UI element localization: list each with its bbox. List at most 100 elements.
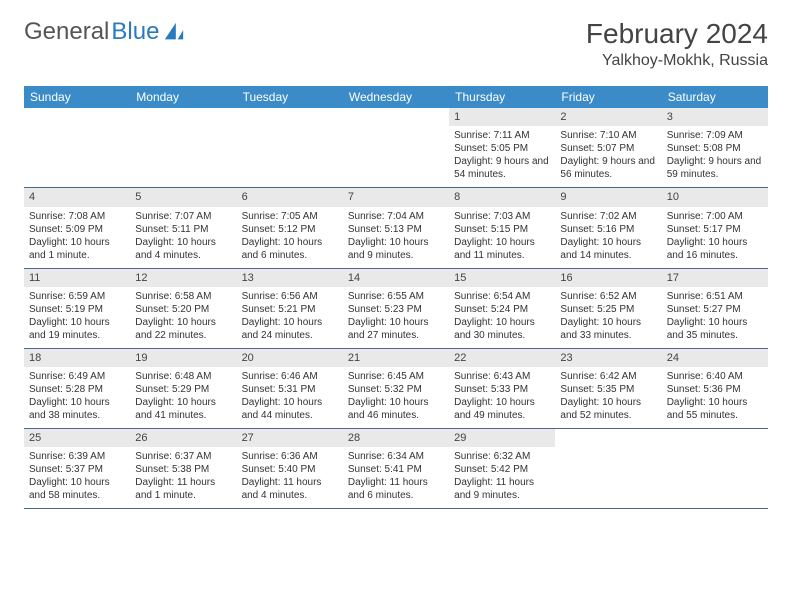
sunrise-text: Sunrise: 6:52 AM: [560, 290, 656, 303]
sunset-text: Sunset: 5:16 PM: [560, 223, 656, 236]
day-cell: 23Sunrise: 6:42 AMSunset: 5:35 PMDayligh…: [555, 349, 661, 428]
day-cell: 4Sunrise: 7:08 AMSunset: 5:09 PMDaylight…: [24, 188, 130, 267]
day-cell: 24Sunrise: 6:40 AMSunset: 5:36 PMDayligh…: [662, 349, 768, 428]
daylight-text: Daylight: 10 hours and 4 minutes.: [135, 236, 231, 262]
sunset-text: Sunset: 5:15 PM: [454, 223, 550, 236]
week-row: 11Sunrise: 6:59 AMSunset: 5:19 PMDayligh…: [24, 269, 768, 349]
day-number: 27: [237, 429, 343, 447]
sunrise-text: Sunrise: 6:43 AM: [454, 370, 550, 383]
daylight-text: Daylight: 11 hours and 6 minutes.: [348, 476, 444, 502]
sunrise-text: Sunrise: 7:08 AM: [29, 210, 125, 223]
day-number: 10: [662, 188, 768, 206]
day-cell: 1 Sunrise: 7:11 AMSunset: 5:05 PMDaylight…: [449, 108, 555, 187]
daylight-text: Daylight: 9 hours and 54 minutes.: [454, 155, 550, 181]
sunset-text: Sunset: 5:20 PM: [135, 303, 231, 316]
sunrise-text: Sunrise: 7:10 AM: [560, 129, 656, 142]
day-number: 28: [343, 429, 449, 447]
sunset-text: Sunset: 5:27 PM: [667, 303, 763, 316]
week-row: 25Sunrise: 6:39 AMSunset: 5:37 PMDayligh…: [24, 429, 768, 509]
logo-sail-icon: [163, 21, 185, 43]
day-header-cell: Thursday: [449, 86, 555, 108]
day-number: 16: [555, 269, 661, 287]
sunset-text: Sunset: 5:05 PM: [454, 142, 550, 155]
day-cell: 12Sunrise: 6:58 AMSunset: 5:20 PMDayligh…: [130, 269, 236, 348]
day-number: 18: [24, 349, 130, 367]
day-cell: 2Sunrise: 7:10 AMSunset: 5:07 PMDaylight…: [555, 108, 661, 187]
sunrise-text: Sunrise: 6:48 AM: [135, 370, 231, 383]
day-cell: 5 Sunrise: 7:07 AMSunset: 5:11 PMDaylight…: [130, 188, 236, 267]
sunrise-text: Sunrise: 7:03 AM: [454, 210, 550, 223]
sunrise-text: Sunrise: 6:54 AM: [454, 290, 550, 303]
day-cell: 29Sunrise: 6:32 AMSunset: 5:42 PMDayligh…: [449, 429, 555, 508]
sunrise-text: Sunrise: 7:11 AM: [454, 129, 550, 142]
daylight-text: Daylight: 10 hours and 58 minutes.: [29, 476, 125, 502]
day-number: 2: [555, 108, 661, 126]
title-block: February 2024 Yalkhoy-Mokhk, Russia: [586, 18, 768, 70]
daylight-text: Daylight: 10 hours and 16 minutes.: [667, 236, 763, 262]
daylight-text: Daylight: 10 hours and 35 minutes.: [667, 316, 763, 342]
daylight-text: Daylight: 10 hours and 55 minutes.: [667, 396, 763, 422]
sunset-text: Sunset: 5:12 PM: [242, 223, 338, 236]
day-number: 7: [343, 188, 449, 206]
sunrise-text: Sunrise: 6:36 AM: [242, 450, 338, 463]
sunrise-text: Sunrise: 7:07 AM: [135, 210, 231, 223]
daylight-text: Daylight: 10 hours and 46 minutes.: [348, 396, 444, 422]
day-header-cell: Saturday: [662, 86, 768, 108]
day-number: 24: [662, 349, 768, 367]
day-number: 5: [130, 188, 236, 206]
empty-cell: [555, 429, 661, 508]
daylight-text: Daylight: 10 hours and 11 minutes.: [454, 236, 550, 262]
daylight-text: Daylight: 10 hours and 49 minutes.: [454, 396, 550, 422]
empty-cell: [343, 108, 449, 187]
day-number: 12: [130, 269, 236, 287]
sunrise-text: Sunrise: 6:59 AM: [29, 290, 125, 303]
day-number: 9: [555, 188, 661, 206]
day-header-cell: Tuesday: [237, 86, 343, 108]
day-cell: 18Sunrise: 6:49 AMSunset: 5:28 PMDayligh…: [24, 349, 130, 428]
day-number: 3: [662, 108, 768, 126]
sunset-text: Sunset: 5:11 PM: [135, 223, 231, 236]
sunset-text: Sunset: 5:23 PM: [348, 303, 444, 316]
day-cell: 6Sunrise: 7:05 AMSunset: 5:12 PMDaylight…: [237, 188, 343, 267]
week-row: 4 Sunrise: 7:08 AMSunset: 5:09 PM Daylight…: [24, 188, 768, 268]
day-number: 8: [449, 188, 555, 206]
day-cell: 8 Sunrise: 7:03 AMSunset: 5:15 PMDaylight…: [449, 188, 555, 267]
day-cell: 9Sunrise: 7:02 AMSunset: 5:16 PMDaylight…: [555, 188, 661, 267]
day-number: 13: [237, 269, 343, 287]
daylight-text: Daylight: 11 hours and 4 minutes.: [242, 476, 338, 502]
sunset-text: Sunset: 5:21 PM: [242, 303, 338, 316]
sunrise-text: Sunrise: 6:42 AM: [560, 370, 656, 383]
day-header-cell: Friday: [555, 86, 661, 108]
week-row: 1Sunrise: 7:11 AMSunset: 5:05 PMDaylight…: [24, 108, 768, 188]
daylight-text: Daylight: 9 hours and 59 minutes.: [667, 155, 763, 181]
sunset-text: Sunset: 5:09 PM: [29, 223, 125, 236]
page-header: GeneralBlue February 2024 Yalkhoy-Mokhk,…: [24, 18, 768, 70]
day-cell: 3Sunrise: 7:09 AMSunset: 5:08 PMDaylight…: [662, 108, 768, 187]
day-cell: 11Sunrise: 6:59 AMSunset: 5:19 PMDayligh…: [24, 269, 130, 348]
sunrise-text: Sunrise: 6:51 AM: [667, 290, 763, 303]
day-cell: 16Sunrise: 6:52 AMSunset: 5:25 PMDayligh…: [555, 269, 661, 348]
sunrise-text: Sunrise: 6:46 AM: [242, 370, 338, 383]
daylight-text: Daylight: 11 hours and 1 minute.: [135, 476, 231, 502]
day-number: 1: [449, 108, 555, 126]
empty-cell: [237, 108, 343, 187]
sunset-text: Sunset: 5:42 PM: [454, 463, 550, 476]
daylight-text: Daylight: 9 hours and 56 minutes.: [560, 155, 656, 181]
day-number: 15: [449, 269, 555, 287]
sunrise-text: Sunrise: 6:58 AM: [135, 290, 231, 303]
day-number: 4: [24, 188, 130, 206]
day-header-cell: Wednesday: [343, 86, 449, 108]
daylight-text: Daylight: 10 hours and 52 minutes.: [560, 396, 656, 422]
sunrise-text: Sunrise: 6:37 AM: [135, 450, 231, 463]
daylight-text: Daylight: 10 hours and 38 minutes.: [29, 396, 125, 422]
sunset-text: Sunset: 5:13 PM: [348, 223, 444, 236]
location: Yalkhoy-Mokhk, Russia: [586, 52, 768, 70]
day-cell: 17Sunrise: 6:51 AMSunset: 5:27 PMDayligh…: [662, 269, 768, 348]
calendar: SundayMondayTuesdayWednesdayThursdayFrid…: [24, 86, 768, 509]
day-header-row: SundayMondayTuesdayWednesdayThursdayFrid…: [24, 86, 768, 108]
sunrise-text: Sunrise: 6:56 AM: [242, 290, 338, 303]
sunrise-text: Sunrise: 6:39 AM: [29, 450, 125, 463]
sunrise-text: Sunrise: 7:00 AM: [667, 210, 763, 223]
sunrise-text: Sunrise: 6:40 AM: [667, 370, 763, 383]
sunset-text: Sunset: 5:08 PM: [667, 142, 763, 155]
